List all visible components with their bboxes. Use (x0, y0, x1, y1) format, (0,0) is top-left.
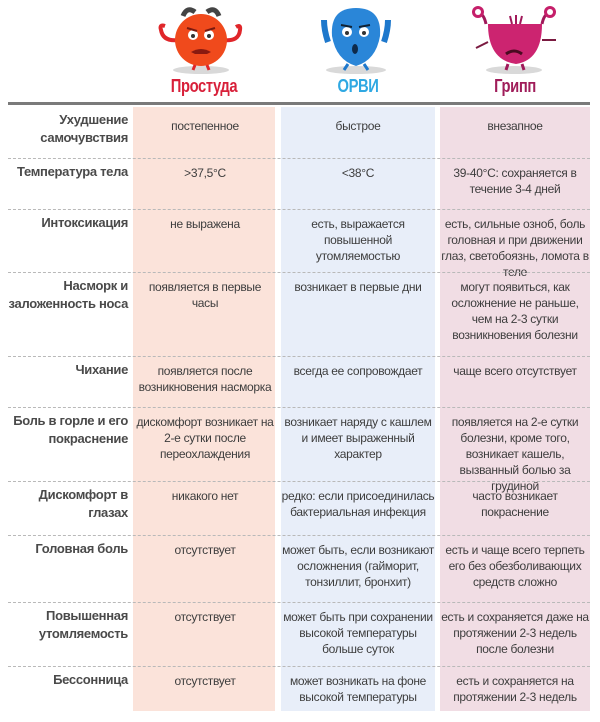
cold-cell: появляется после возникновения насморка (138, 364, 272, 394)
row-label: Интоксикация (41, 215, 128, 230)
cold-cell: никакого нет (171, 489, 239, 503)
row-label: Повышенная утомляемость (38, 608, 128, 641)
table-row: Головная боль отсутствует может быть, ес… (8, 535, 590, 603)
flu-cell: могут появиться, как осложнение не раньш… (451, 280, 579, 342)
arvi-cell: может быть при сохранении высокой темпер… (283, 610, 433, 656)
flu-column-background (440, 107, 590, 711)
cold-cell: отсутствует (174, 610, 236, 624)
column-title-flu: Грипп (494, 76, 536, 96)
column-title-arvi: ОРВИ (337, 76, 379, 96)
cold-cell: постепенное (171, 119, 239, 133)
table-row: Бессонница отсутствует может возникать н… (8, 666, 590, 712)
column-title-cold: Простуда (170, 76, 238, 96)
table-row: Чихание появляется после возникновения н… (8, 356, 590, 408)
row-label: Насморк и заложенность носа (8, 278, 129, 311)
table-row: Боль в горле и его покраснение дискомфор… (8, 407, 590, 493)
arvi-column-background (281, 107, 435, 711)
row-label: Бессонница (53, 672, 128, 687)
table-row: Интоксикация не выражена есть, выражаетс… (8, 209, 590, 279)
blue-blob-mascot-icon (321, 8, 391, 74)
row-label: Чихание (75, 362, 128, 377)
flu-cell: внезапное (487, 119, 543, 133)
row-label: Головная боль (35, 541, 128, 556)
cold-cell: отсутствует (174, 543, 236, 557)
row-label: Боль в горле и его покраснение (13, 413, 128, 446)
arvi-cell: <38°C (341, 166, 375, 180)
arvi-cell: возникает в первые дни (294, 280, 422, 294)
cold-cell: дискомфорт возникает на 2-е сутки после … (136, 415, 274, 461)
table-row: Температура тела >37,5°C <38°C 39-40°C: … (8, 158, 590, 210)
cold-cell: появляется в первые часы (148, 280, 262, 310)
flu-cell: есть и сохраняется даже на протяжении 2-… (441, 610, 589, 656)
arvi-cell: редко: если присоединилась бактериальная… (281, 489, 435, 519)
table-row: Ухудшение самочувствия постепенное быстр… (8, 107, 590, 158)
flu-cell: есть и чаще всего терпеть его без обезбо… (445, 543, 585, 589)
flu-cell: есть и сохраняется на протяжении 2-3 нед… (453, 674, 577, 704)
flu-cell: чаще всего отсутствует (453, 364, 577, 378)
cold-column-background (133, 107, 275, 711)
row-label: Температура тела (16, 164, 128, 179)
table-row: Дискомфорт в глазах никакого нет редко: … (8, 481, 590, 536)
cold-cell: не выражена (170, 217, 240, 231)
flu-cell: часто возникает покраснение (472, 489, 558, 519)
table-row: Насморк и заложенность носа появляется в… (8, 272, 590, 357)
row-label: Дискомфорт в глазах (38, 487, 129, 520)
arvi-cell: быстрое (335, 119, 381, 133)
arvi-cell: возникает наряду с кашлем и имеет выраже… (284, 415, 432, 461)
row-label: Ухудшение самочувствия (40, 112, 128, 145)
red-devil-mascot-icon (158, 7, 243, 74)
table-row: Повышенная утомляемость отсутствует може… (8, 602, 590, 667)
flu-cell: 39-40°C: сохраняется в течение 3-4 дней (453, 166, 577, 196)
flu-cell: появляется на 2-е сутки болезни, кроме т… (451, 415, 579, 493)
flu-cell: есть, сильные озноб, боль головная и при… (441, 217, 589, 279)
arvi-cell: может быть, если возникают осложнения (г… (282, 543, 434, 589)
header-divider (8, 102, 590, 105)
arvi-cell: всегда ее сопровождает (293, 364, 423, 378)
magenta-crab-mascot-icon (472, 6, 556, 74)
cold-cell: >37,5°C (184, 166, 226, 180)
arvi-cell: может возникать на фоне высокой температ… (289, 674, 427, 704)
arvi-cell: есть, выражается повышенной утомляемость… (311, 217, 405, 263)
cold-cell: отсутствует (174, 674, 236, 688)
